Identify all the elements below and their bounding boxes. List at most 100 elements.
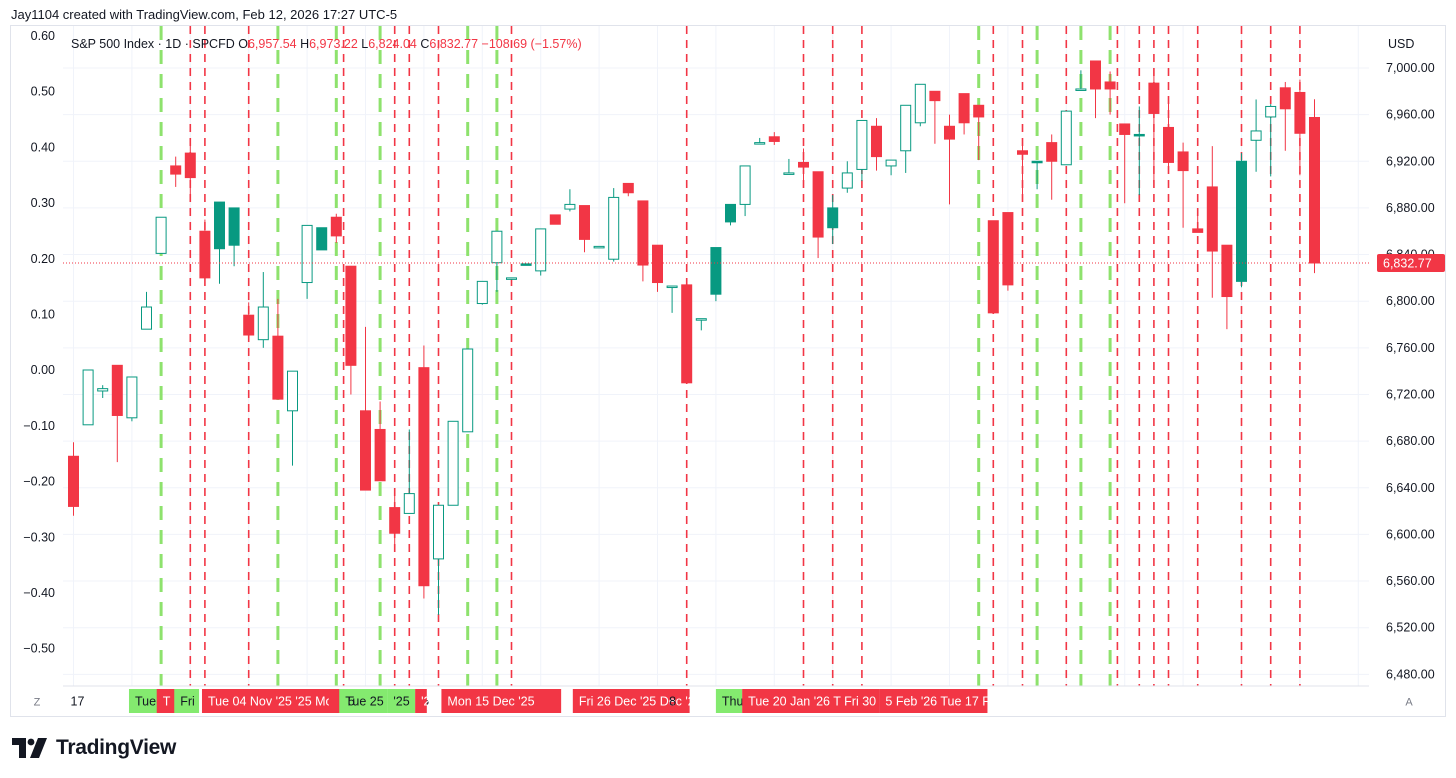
candle-body-down — [170, 165, 182, 175]
price-axis-tick: 6,760.00 — [1386, 341, 1435, 355]
candle — [1192, 210, 1204, 233]
tradingview-logo[interactable]: TradingView — [12, 736, 176, 760]
candle-body-up — [739, 165, 751, 205]
candle-body-down — [768, 136, 780, 142]
candle-body-down — [1119, 123, 1131, 135]
candle-body-down — [184, 152, 196, 179]
candle-body-up — [608, 196, 620, 260]
ohlc-legend: S&P 500 Index · 1D · SPCFD O6,957.54 H 6,… — [71, 37, 582, 51]
ohlc-legend-part: −108.69 (−1.57%) — [478, 37, 582, 51]
percent-axis-tick: −0.40 — [23, 586, 55, 600]
candle-body-up — [447, 420, 459, 506]
candle-body-down — [199, 230, 211, 279]
candle-body-up — [841, 172, 853, 189]
ohlc-legend-part: O — [235, 37, 248, 51]
candle-body-down — [652, 244, 663, 284]
candle-body-up — [1060, 110, 1072, 166]
percent-axis-tick: −0.10 — [23, 419, 55, 433]
candle-body-down — [243, 314, 255, 336]
candle — [1046, 134, 1058, 200]
percent-axis-tick: −0.50 — [23, 642, 55, 656]
candle — [900, 104, 912, 173]
percent-axis-tick: 0.60 — [31, 29, 55, 43]
candle — [710, 247, 722, 302]
candle-body-down — [987, 220, 999, 314]
candle — [1236, 153, 1247, 288]
ohlc-legend-part: S&P 500 Index · 1D · SPCFD — [71, 37, 235, 51]
candle-body-down — [1104, 81, 1116, 90]
candle — [944, 114, 955, 205]
candle-body-up — [316, 227, 328, 251]
candle — [272, 298, 284, 400]
time-marker-label: Mon 15 Dec '25 — [447, 695, 534, 709]
candle — [301, 224, 313, 299]
candle — [637, 200, 649, 282]
candle-body-up — [126, 376, 138, 419]
time-marker-box — [572, 689, 690, 713]
candle — [768, 132, 780, 145]
candle-body-up — [520, 263, 532, 266]
time-marker-box — [879, 689, 988, 713]
candle — [1221, 244, 1233, 330]
candlestick-chart[interactable]: 7,000.006,960.006,920.006,880.006,840.00… — [11, 26, 1445, 716]
candle-body-down — [579, 205, 590, 240]
price-axis-tick: 6,920.00 — [1386, 154, 1435, 168]
candle-body-up — [666, 285, 678, 289]
candle-body-down — [1148, 82, 1160, 114]
price-tag: 6,832.77 — [1383, 256, 1432, 270]
ohlc-legend-part: 6,824.04 — [368, 37, 417, 51]
candle — [622, 182, 634, 197]
candle — [725, 203, 736, 226]
candle-body-down — [1090, 60, 1101, 90]
candle-body-down — [944, 125, 955, 140]
price-axis-tick: 6,680.00 — [1386, 434, 1435, 448]
candle — [287, 370, 298, 466]
candle — [812, 171, 824, 259]
candle — [170, 156, 182, 187]
candle-body-down — [798, 161, 809, 168]
candle — [593, 245, 605, 249]
candle-body-down — [330, 216, 342, 237]
candle — [1279, 81, 1291, 151]
tradingview-brand: TradingView — [56, 736, 177, 759]
candle-body-down — [1017, 150, 1028, 155]
candle — [433, 504, 444, 615]
time-marker-box — [441, 689, 562, 713]
candle-body-up — [462, 348, 474, 433]
candle — [739, 165, 751, 217]
ohlc-legend-part: C — [417, 37, 430, 51]
candle — [491, 230, 503, 292]
time-marker-box — [339, 689, 388, 713]
ohlc-legend-part: 6,957.54 — [248, 37, 297, 51]
candle-body-down — [973, 104, 985, 118]
candle — [1177, 142, 1189, 228]
candle-body-up — [433, 504, 444, 560]
price-tag-box — [1377, 253, 1445, 272]
candle — [681, 284, 693, 384]
time-marker-box — [387, 689, 416, 713]
ohlc-legend-part: H — [297, 37, 310, 51]
price-axis-tick: 6,880.00 — [1386, 201, 1435, 215]
candle — [82, 369, 94, 426]
candle — [228, 207, 240, 267]
candle-body-down — [1206, 186, 1218, 252]
candle-body-up — [228, 207, 240, 246]
candle — [1265, 104, 1277, 177]
price-axis-tick: 6,800.00 — [1386, 294, 1435, 308]
candle — [1119, 123, 1131, 204]
candle — [506, 277, 517, 280]
chart-frame: 7,000.006,960.006,920.006,880.006,840.00… — [10, 25, 1446, 717]
candle-body-up — [710, 247, 722, 295]
candle-body-down — [374, 428, 386, 482]
candle — [856, 119, 868, 182]
candle-body-down — [1279, 87, 1291, 110]
candle-body-down — [637, 200, 649, 266]
time-marker-label: Fri 26 Dec '25 Dec '25 — [579, 695, 702, 709]
price-axis-tick: 6,640.00 — [1386, 481, 1435, 495]
time-axis-tick: 8 — [669, 695, 676, 709]
percent-axis-tick: 0.50 — [31, 85, 55, 99]
candle — [564, 189, 576, 212]
candle — [1206, 146, 1218, 298]
candle-body-up — [900, 104, 912, 152]
candle-body-down — [1309, 116, 1320, 264]
